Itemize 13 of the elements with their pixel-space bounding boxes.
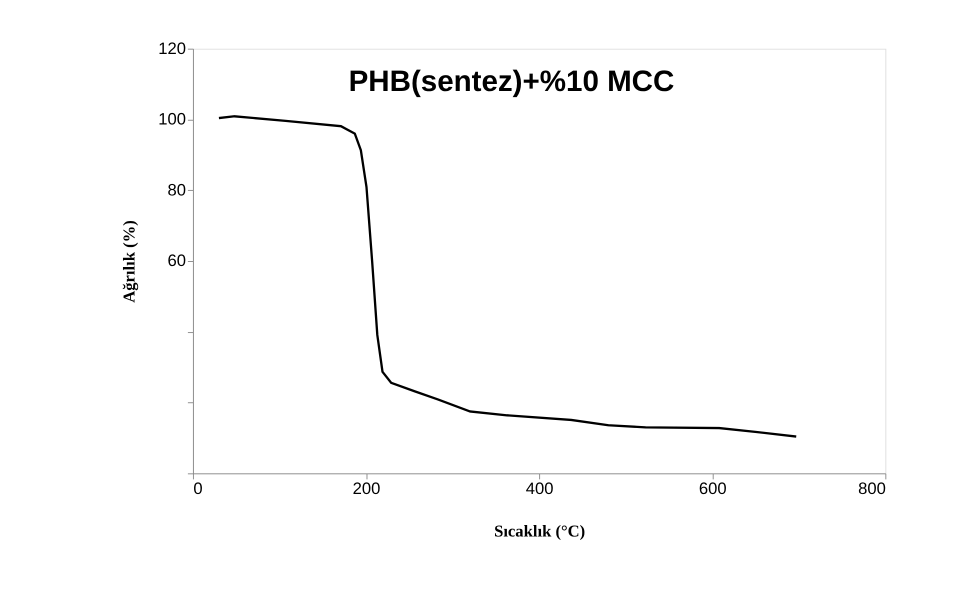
line-series <box>218 115 798 438</box>
x-tick-label: 0 <box>193 479 203 498</box>
y-tick-label: 120 <box>158 38 186 58</box>
x-tick-label: 400 <box>526 479 554 498</box>
y-axis-title: Ağrılık (%) <box>119 220 138 303</box>
x-tick-label: 600 <box>698 479 727 498</box>
text: PHB(sentez)+%10 MCC <box>348 65 674 98</box>
x-axis-title: Sıcaklık (°C) <box>494 522 586 541</box>
y-tick-label: 100 <box>158 110 186 129</box>
y-tick-label: 60 <box>168 251 186 270</box>
y-tick-label: 80 <box>168 180 186 200</box>
x-tick-label: 200 <box>352 479 380 498</box>
x-tick-label: 800 <box>858 479 886 498</box>
